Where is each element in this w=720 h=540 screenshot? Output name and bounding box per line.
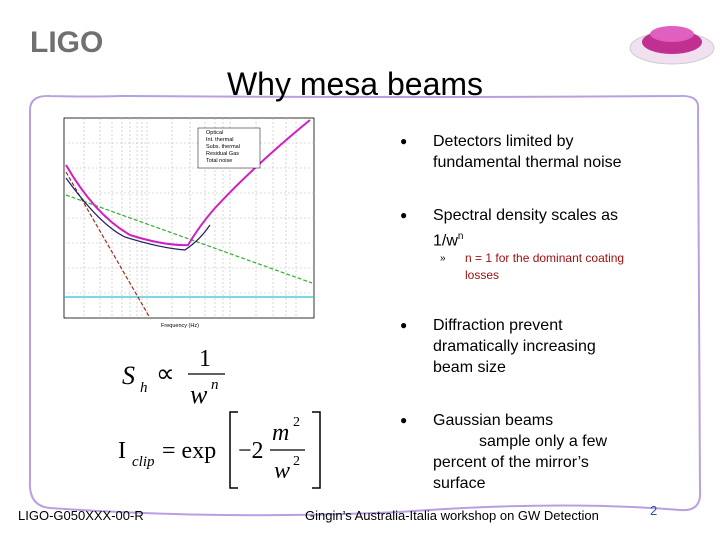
math-text: S [122,361,135,390]
math-text: 2 [293,415,300,430]
math-text: h [140,380,148,396]
page-number: 2 [650,503,658,518]
math-text: 2 [293,454,300,469]
bullet-line: Gaussian beams [433,412,554,429]
bullet-line: beam size [433,359,506,376]
x-axis-label: Frequency (Hz) [161,323,199,329]
legend-entry: Subs. thermal [206,144,240,150]
bullet-line: Spectral density scales as [433,207,618,224]
superscript: n [457,231,464,242]
math-text: 1 [199,346,211,372]
math-text: ∝ [156,359,175,388]
legend-entry: Int. thermal [206,137,234,143]
legend-entry: Optical [206,130,223,136]
logo: LIGO [30,26,103,59]
sub-bullet-line: n = 1 for the dominant coating [465,251,625,265]
equation: S h ∝ 1 w n [122,346,225,409]
bullet-line: sample only a few [479,433,608,450]
math-text: n [211,377,219,393]
footer-left: LIGO-G050XXX-00-R [18,508,144,523]
sub-bullet-line: losses [465,268,500,282]
footer-center: Gingin’s Australia-Italia workshop on GW… [305,508,599,523]
math-text: −2 [238,438,264,464]
bullet-line: percent of the mirror’s [433,454,589,471]
bullet-line: surface [433,475,486,492]
math-text: w [274,458,290,484]
mesa-icon [629,26,715,65]
bullet-line: Detectors limited by [433,133,574,150]
bullet-line: fundamental thermal noise [433,154,622,171]
math-text: I [118,438,126,464]
math-text: w [190,380,208,409]
noise-plot: Optical Int. thermal Subs. thermal Resid… [63,117,315,329]
sub-bullet: » n = 1 for the dominant coating losses [440,251,625,282]
bullet-line: Diffraction prevent [433,317,563,334]
equation: I clip = exp −2 m 2 w 2 [118,411,321,489]
slide-border [28,94,702,517]
bullet-line: dramatically increasing [433,338,596,355]
math-text: m [272,420,289,446]
math-text: = exp [162,438,216,464]
slide-title: Why mesa beams [227,66,483,102]
bullet-line: 1/w [433,232,458,250]
legend-entry: Residual Gas [206,151,239,157]
math-text: clip [132,454,155,470]
legend-entry: Total noise [206,158,232,164]
